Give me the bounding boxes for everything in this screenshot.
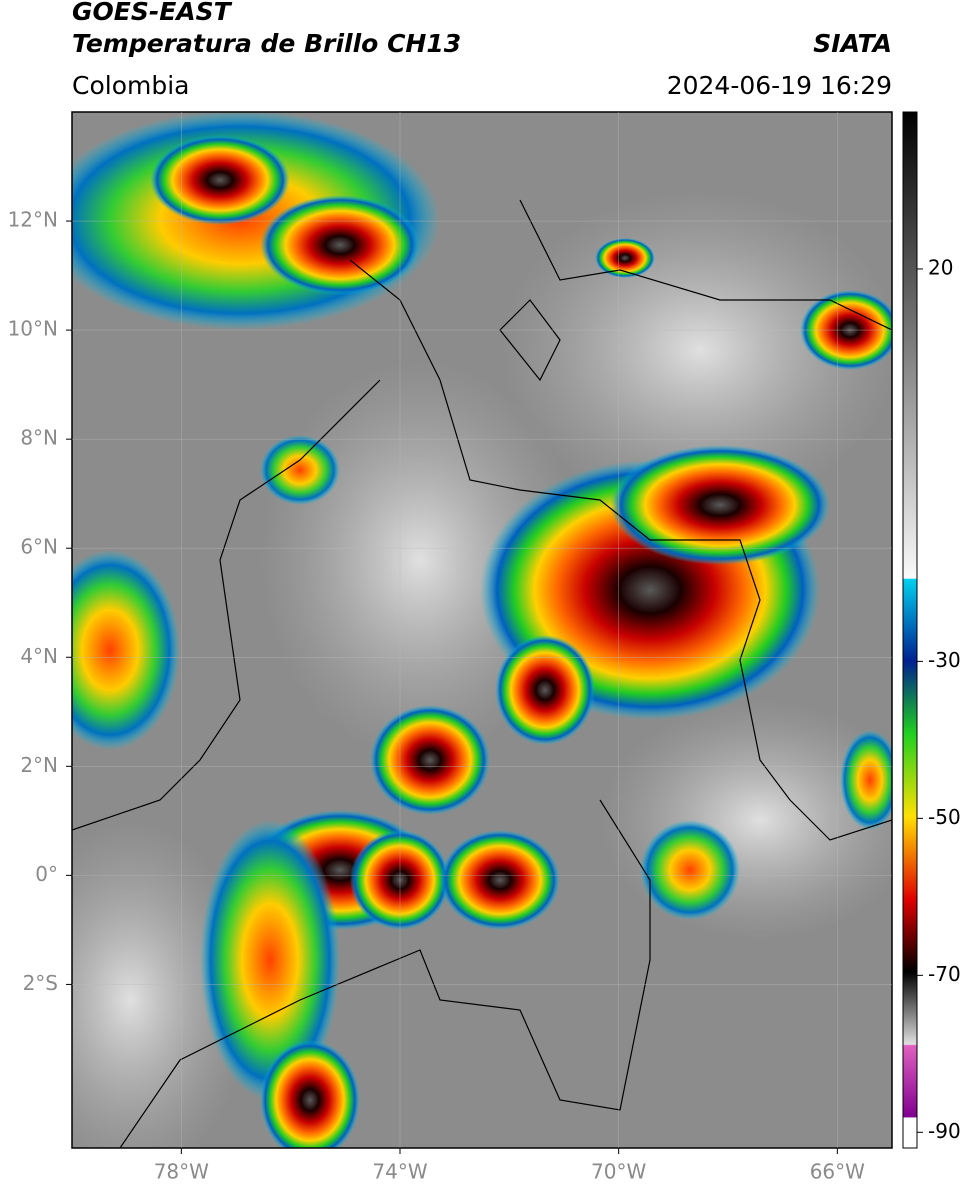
datetime: 2024-06-19 16:29 <box>667 71 892 100</box>
storm <box>610 445 830 565</box>
lat-tick-label: 8°N <box>20 426 58 450</box>
lat-tick-label: 0° <box>35 862 58 886</box>
lon-tick-label: 78°W <box>154 1160 209 1184</box>
subtitle: Temperatura de Brillo CH13 <box>72 29 461 58</box>
storm <box>595 238 655 278</box>
storm <box>72 550 180 750</box>
lon-tick-label: 66°W <box>810 1160 865 1184</box>
colorbar-tick-label: -70 <box>928 962 961 986</box>
storm <box>260 195 420 295</box>
lon-tick-label: 74°W <box>372 1160 427 1184</box>
borders <box>72 199 892 1148</box>
storm <box>440 830 560 930</box>
storm <box>370 705 490 815</box>
cloud <box>500 190 892 510</box>
lat-tick-label: 6°N <box>20 535 58 559</box>
colorbar <box>902 111 918 1149</box>
storm <box>150 135 290 225</box>
storm <box>260 435 340 505</box>
lat-tick-label: 10°N <box>8 317 58 341</box>
lat-tick-label: 2°S <box>23 971 58 995</box>
cloud <box>72 820 250 1148</box>
colorbar-tick-label: -30 <box>928 648 961 672</box>
storm <box>200 820 340 1100</box>
lat-tick-label: 2°N <box>20 753 58 777</box>
colorbar-tick-label: -50 <box>928 805 961 829</box>
colorbar-tick-label: -90 <box>928 1119 961 1143</box>
storm <box>495 635 595 745</box>
storm <box>840 730 892 830</box>
source: SIATA <box>813 29 892 58</box>
lon-tick-label: 70°W <box>591 1160 646 1184</box>
imagery <box>72 112 892 1148</box>
storm <box>640 820 740 920</box>
title: GOES-EAST <box>72 0 233 26</box>
region: Colombia <box>72 71 189 100</box>
lat-tick-label: 4°N <box>20 644 58 668</box>
map-frame <box>71 111 893 1149</box>
lat-tick-label: 12°N <box>8 208 58 232</box>
cloud <box>260 360 580 760</box>
storm <box>260 1040 360 1148</box>
colorbar-tick-label: 20 <box>928 255 953 279</box>
